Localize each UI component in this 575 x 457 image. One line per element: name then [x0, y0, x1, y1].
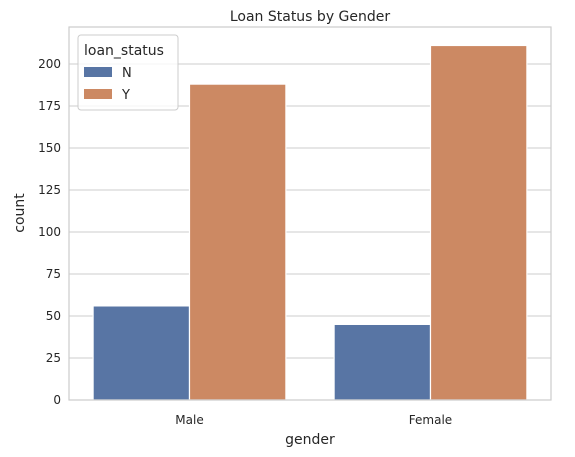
bar-female-n — [334, 324, 430, 400]
y-tick-label: 0 — [53, 393, 61, 407]
x-tick-label: Male — [175, 413, 203, 427]
bar-male-n — [93, 306, 189, 400]
y-tick-label: 50 — [46, 309, 61, 323]
y-tick-label: 125 — [38, 183, 61, 197]
legend-swatch-y — [84, 89, 112, 99]
x-tick-label: Female — [409, 413, 452, 427]
x-tick-labels: Male Female — [175, 413, 452, 427]
y-tick-labels: 0 25 50 75 100 125 150 175 200 — [38, 57, 61, 407]
bar-female-y — [431, 45, 527, 400]
legend: loan_status NY — [78, 35, 178, 110]
y-tick-label: 25 — [46, 351, 61, 365]
legend-swatch-n — [84, 67, 112, 77]
y-tick-label: 75 — [46, 267, 61, 281]
legend-title: loan_status — [84, 43, 164, 59]
y-tick-label: 100 — [38, 225, 61, 239]
y-tick-label: 150 — [38, 141, 61, 155]
bar-male-y — [190, 84, 286, 400]
legend-label-y: Y — [121, 88, 130, 103]
legend-label-n: N — [122, 66, 132, 81]
y-tick-label: 175 — [38, 99, 61, 113]
y-axis-label: count — [12, 193, 28, 233]
y-tick-label: 200 — [38, 57, 61, 71]
x-axis-label: gender — [285, 432, 335, 448]
chart-title: Loan Status by Gender — [230, 9, 391, 25]
